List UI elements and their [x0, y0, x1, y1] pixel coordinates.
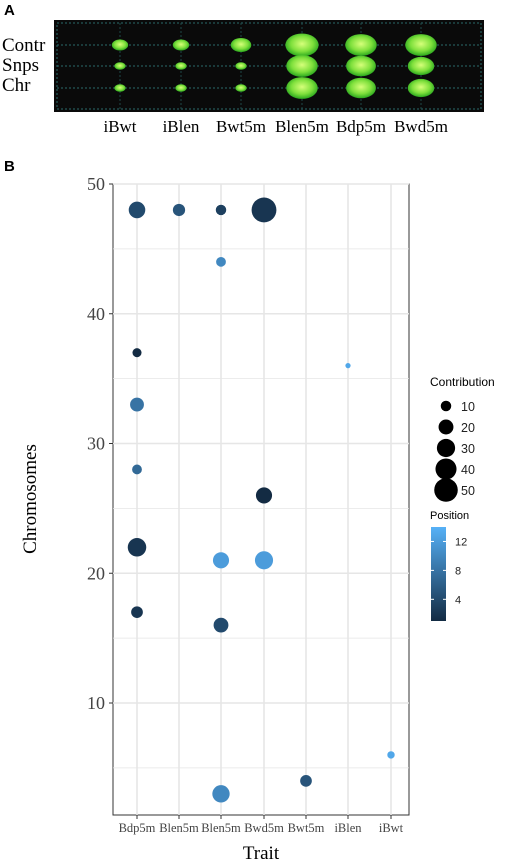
legend-size-title: Contribution	[430, 375, 495, 389]
heatmap-col-label-bwd5m: Bwd5m	[394, 117, 448, 136]
scatter-point	[251, 197, 277, 223]
legend-size-label: 10	[461, 400, 475, 414]
scatter-point	[254, 551, 274, 570]
heatmap-cell-chr-ibwt	[114, 84, 126, 92]
y-axis-title: Chromosomes	[20, 444, 41, 554]
heatmap-row-label-snps: Snps	[2, 55, 39, 76]
heatmap-panel	[54, 20, 484, 112]
scatter-point	[128, 201, 146, 219]
heatmap-cell-contr-bwt5m	[230, 38, 252, 52]
y-tick-label: 50	[87, 174, 105, 194]
x-tick-label: iBwt	[379, 821, 404, 835]
legend-size-label: 20	[461, 421, 475, 435]
scatter-point	[216, 256, 226, 267]
heatmap-col-label-bwt5m: Bwt5m	[215, 117, 267, 136]
scatter-point	[212, 552, 230, 569]
legend-size-swatch	[436, 438, 456, 458]
x-axis-title: Trait	[243, 843, 280, 864]
heatmap-col-label-iblen: iBlen	[162, 117, 200, 136]
scatter-point	[130, 397, 144, 412]
legend-color-title: Position	[430, 510, 469, 522]
heatmap-cell-snps-blen5m	[286, 55, 318, 77]
heatmap-cell-snps-bdp5m	[346, 55, 376, 77]
panel-a-label: A	[4, 2, 15, 19]
scatter-point	[213, 617, 229, 633]
heatmap-cell-snps-bwt5m	[235, 62, 247, 70]
legend-size-label: 30	[461, 442, 475, 456]
scatter-point	[345, 363, 351, 369]
scatter-point	[215, 204, 227, 216]
legend-color-label: 4	[455, 594, 461, 606]
heatmap-cell-contr-iblen	[172, 39, 190, 51]
heatmap-cell-contr-blen5m	[285, 33, 319, 57]
legend-size-label: 40	[461, 463, 475, 477]
heatmap-row-label-contr: Contr	[2, 35, 46, 56]
x-tick-label: Bdp5m	[119, 821, 156, 835]
heatmap-col-label-ibwt: iBwt	[103, 117, 137, 136]
x-tick-label: iBlen	[334, 821, 362, 835]
y-tick-label: 10	[87, 693, 105, 713]
legend-size-swatch	[435, 458, 457, 480]
y-tick-label: 20	[87, 563, 105, 583]
heatmap-cell-contr-bdp5m	[345, 34, 377, 56]
heatmap-cell-chr-bwt5m	[235, 84, 247, 92]
heatmap-cell-snps-bwd5m	[407, 56, 435, 76]
heatmap-cell-snps-ibwt	[114, 62, 126, 70]
heatmap-row-label-chr: Chr	[2, 75, 31, 96]
legend-color-bar	[431, 527, 446, 621]
legend-color-label: 8	[455, 565, 461, 577]
heatmap-cell-snps-iblen	[175, 62, 187, 70]
panel-b-label: B	[4, 158, 15, 175]
x-tick-label: Bwt5m	[288, 821, 325, 835]
legend-size-swatch	[440, 400, 452, 412]
heatmap-cell-contr-bwd5m	[405, 34, 437, 56]
x-tick-label: Blen5m	[159, 821, 199, 835]
y-tick-label: 30	[87, 434, 105, 454]
scatter-point	[255, 487, 273, 504]
legend-color-label: 12	[455, 536, 467, 548]
scatter-point	[212, 785, 230, 803]
scatter-point	[300, 774, 312, 787]
heatmap-cell-chr-bdp5m	[346, 77, 376, 99]
legend-size-label: 50	[461, 484, 475, 498]
scatter-point	[132, 464, 142, 475]
heatmap-cell-chr-iblen	[175, 84, 187, 92]
y-tick-label: 40	[87, 304, 105, 324]
heatmap-cell-chr-blen5m	[286, 77, 318, 99]
legend-size-swatch	[434, 478, 458, 502]
x-tick-label: Blen5m	[201, 821, 241, 835]
legend-size-swatch	[438, 419, 454, 435]
heatmap-col-label-blen5m: Blen5m	[275, 117, 329, 136]
x-tick-label: Bwd5m	[244, 821, 284, 835]
heatmap-cell-chr-bwd5m	[407, 78, 435, 98]
heatmap-cell-contr-ibwt	[111, 39, 129, 51]
scatter-point	[172, 203, 186, 217]
scatter-point	[132, 348, 142, 358]
scatter-point	[387, 751, 395, 759]
scatter-point	[127, 538, 147, 557]
scatter-point	[131, 606, 143, 619]
heatmap-col-label-bdp5m: Bdp5m	[335, 117, 387, 136]
